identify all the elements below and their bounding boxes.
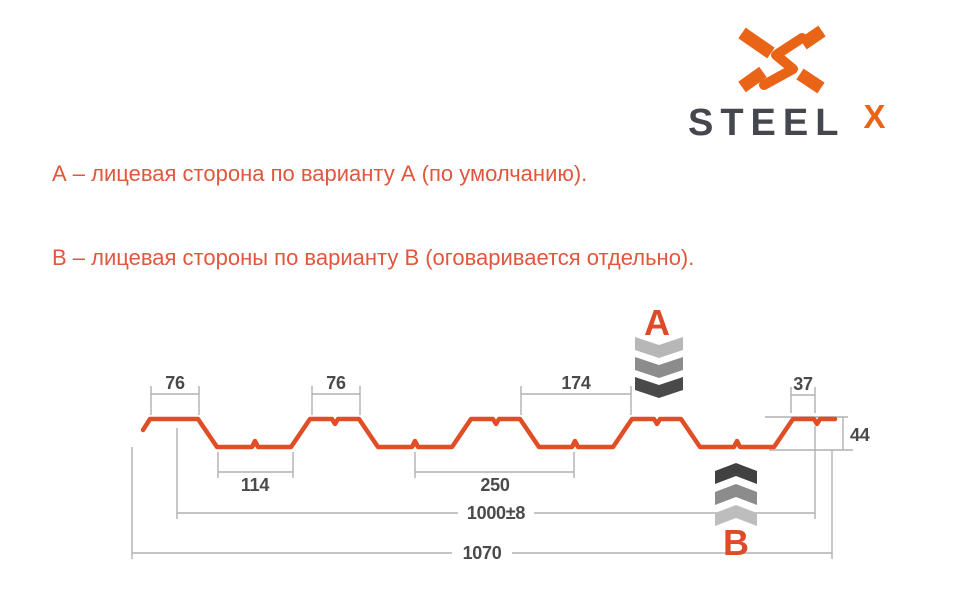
dim-value-useful-width: 1000±8 <box>467 503 525 523</box>
dim-value-overall-width: 1070 <box>463 543 502 563</box>
chevron-b-medium <box>715 484 757 505</box>
dim-37-lines <box>790 387 816 413</box>
steelx-logo: STEEL X <box>688 100 885 144</box>
dim-value-bottom-flat: 114 <box>241 475 269 495</box>
chevron-a-light <box>635 337 683 358</box>
chevron-b-light <box>715 505 757 526</box>
dim-value-top-flat-1: 76 <box>165 373 185 393</box>
dim-76-left-lines <box>150 386 200 415</box>
logo-arm-top-left <box>738 27 775 59</box>
chevron-b-dark <box>715 463 757 484</box>
side-b-label: B <box>723 522 749 563</box>
note-variant-b: B – лицевая стороны по варианту B (огова… <box>52 245 695 270</box>
logo-arm-bottom-right <box>796 68 825 94</box>
dim-1070-lines <box>131 447 833 559</box>
dim-value-pitch: 250 <box>480 475 509 495</box>
sheet-profile-outline <box>140 416 838 450</box>
dim-value-height: 44 <box>850 425 870 445</box>
chevron-a-medium <box>635 357 683 378</box>
note-variant-a: А – лицевая сторона по варианту А (по ум… <box>52 161 588 186</box>
chevron-a-dark <box>635 377 683 398</box>
dim-76-right-lines <box>311 386 361 415</box>
dim-1000-lines <box>176 426 816 519</box>
logo-arm-bottom-left <box>738 66 767 93</box>
logo-superscript-x: X <box>863 98 886 135</box>
side-a-label: A <box>644 302 670 343</box>
steelx-x-mark-icon <box>738 25 826 94</box>
dim-value-valley-span: 174 <box>561 373 590 393</box>
dim-value-edge-flat: 37 <box>793 374 813 394</box>
dim-250-lines <box>414 452 575 478</box>
dim-174-lines <box>520 386 632 415</box>
logo-brand-text: STEEL <box>688 102 846 144</box>
dim-114-lines <box>217 452 294 478</box>
logo-arm-top-right <box>799 25 826 50</box>
dim-44-lines <box>765 416 853 451</box>
logo-s-curve <box>759 33 807 90</box>
dim-value-top-flat-2: 76 <box>326 373 346 393</box>
